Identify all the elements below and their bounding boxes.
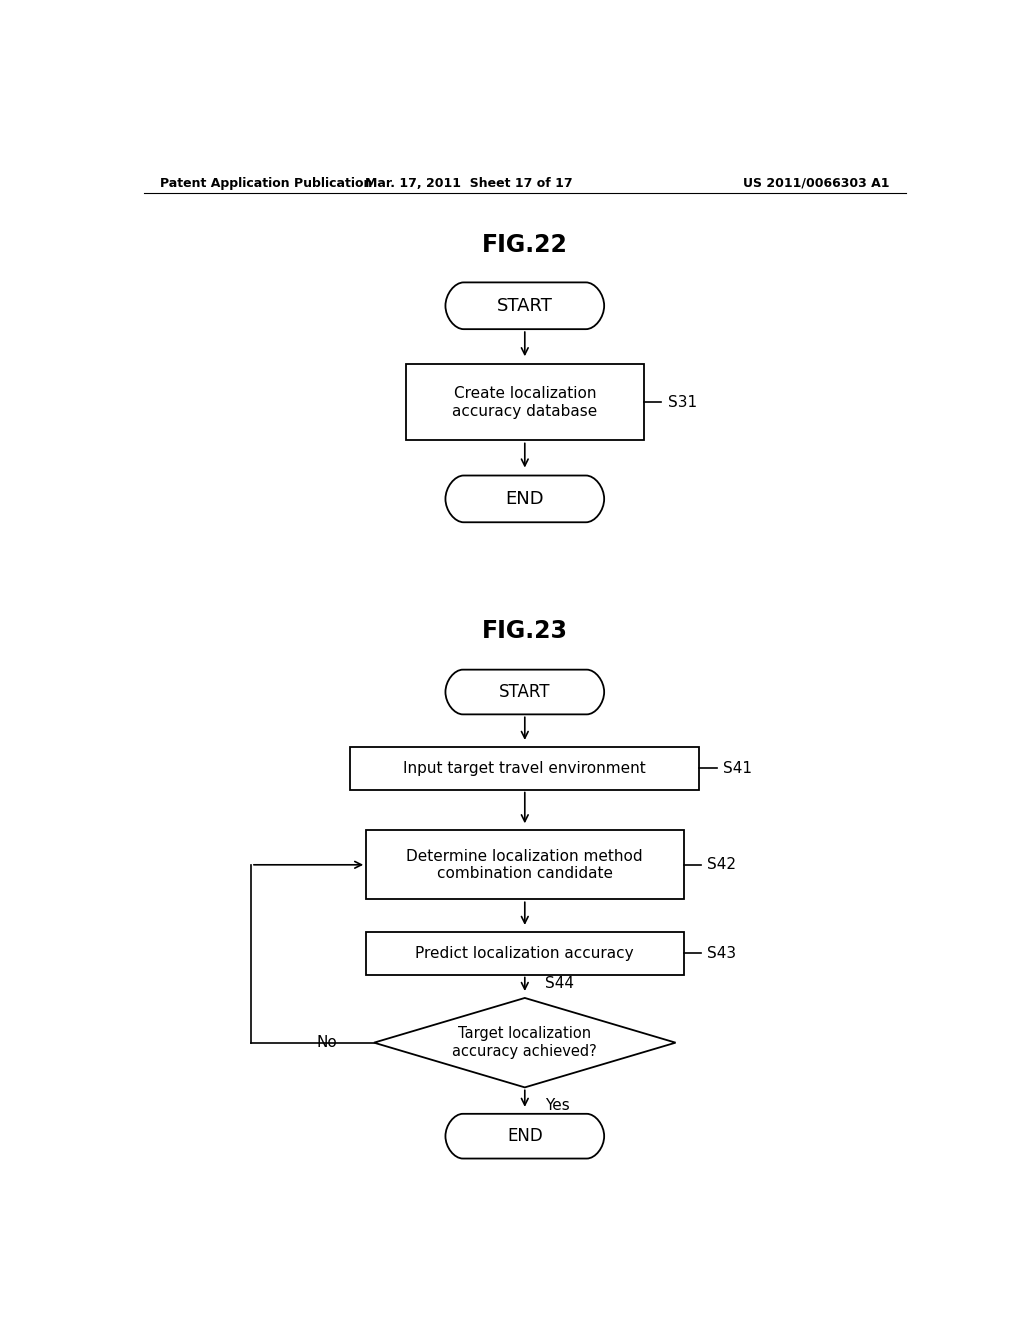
Bar [367,830,684,899]
Text: Patent Application Publication: Patent Application Publication [160,177,372,190]
Bar [367,932,684,974]
Text: END: END [506,490,544,508]
PathPatch shape [445,669,604,714]
Text: Determine localization method
combination candidate: Determine localization method combinatio… [407,849,643,880]
PathPatch shape [445,475,604,523]
Text: S43: S43 [708,945,736,961]
Text: START: START [497,297,553,314]
Text: S42: S42 [708,857,736,873]
Text: FIG.22: FIG.22 [482,232,567,257]
Text: Input target travel environment: Input target travel environment [403,760,646,776]
Text: S41: S41 [723,760,753,776]
Text: Create localization
accuracy database: Create localization accuracy database [453,387,597,418]
Polygon shape [374,998,676,1088]
Text: Yes: Yes [545,1098,569,1113]
Text: END: END [507,1127,543,1146]
Text: Target localization
accuracy achieved?: Target localization accuracy achieved? [453,1027,597,1059]
PathPatch shape [445,1114,604,1159]
Text: Mar. 17, 2011  Sheet 17 of 17: Mar. 17, 2011 Sheet 17 of 17 [366,177,573,190]
Text: S44: S44 [545,977,573,991]
Bar [406,364,644,441]
Text: US 2011/0066303 A1: US 2011/0066303 A1 [743,177,890,190]
Text: No: No [316,1035,337,1051]
Text: START: START [499,682,551,701]
Text: Predict localization accuracy: Predict localization accuracy [416,945,634,961]
Text: S31: S31 [668,395,696,409]
Bar [350,747,699,789]
Text: FIG.23: FIG.23 [482,619,567,643]
PathPatch shape [445,282,604,329]
